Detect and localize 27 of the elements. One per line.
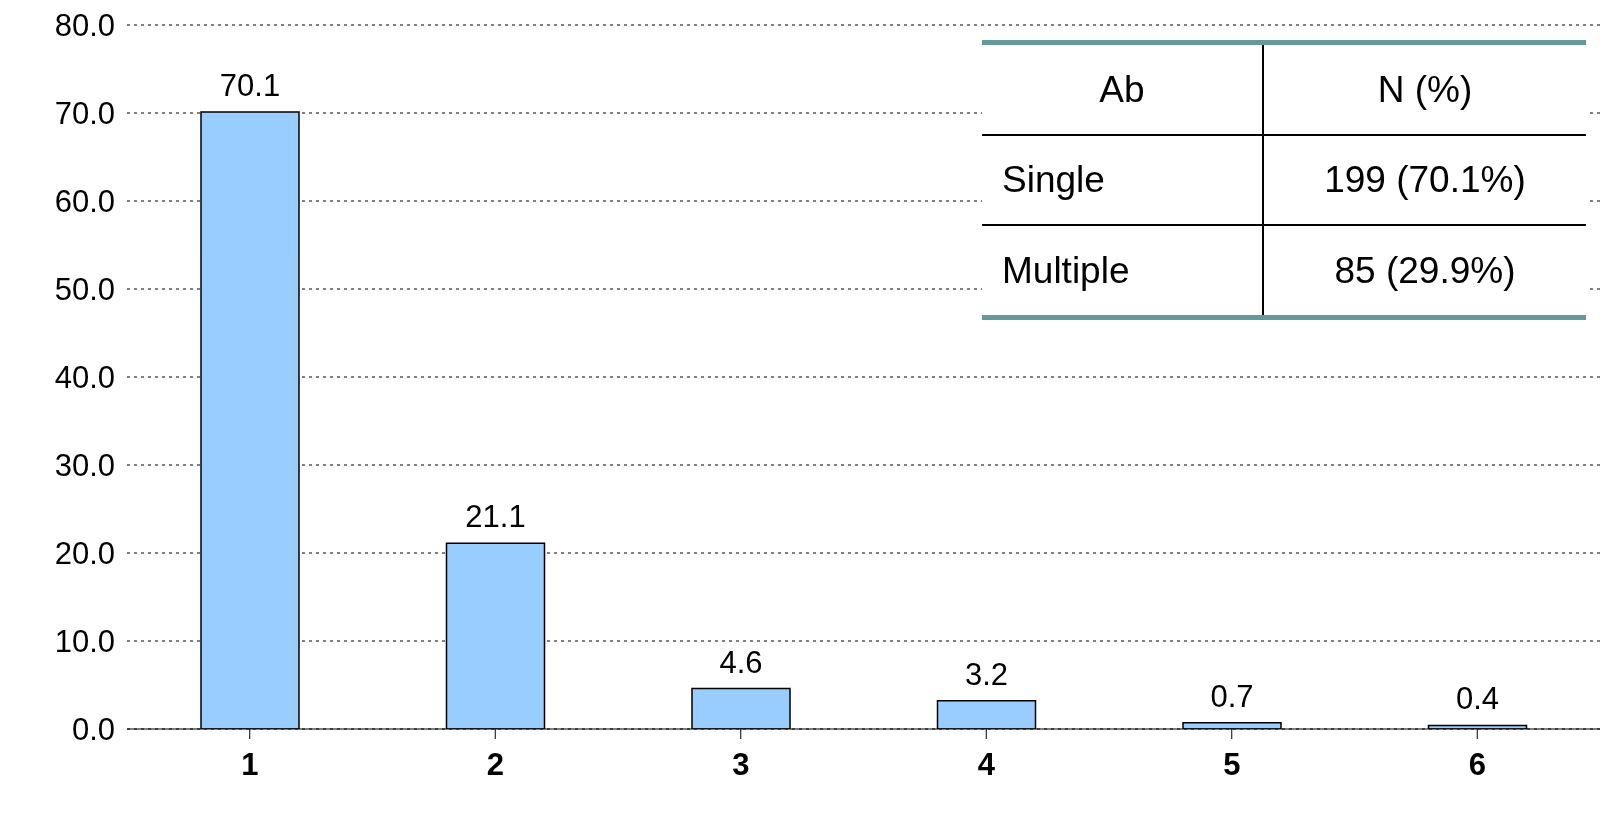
data-label: 21.1: [465, 499, 526, 535]
x-tick-label: 4: [977, 747, 996, 783]
y-tick-label: 60.0: [54, 184, 115, 220]
data-label: 0.7: [1210, 678, 1254, 714]
x-tick-label: 1: [241, 747, 259, 783]
y-tick-label: 40.0: [54, 360, 115, 396]
annotation: 85 (29.9%): [1333, 248, 1517, 293]
annotation: Multiple: [982, 225, 1263, 315]
y-tick-label: 0.0: [71, 712, 115, 748]
x-tick-label: 6: [1468, 747, 1486, 783]
y-tick-label: 30.0: [54, 448, 115, 484]
data-label: 0.4: [1455, 681, 1500, 717]
y-tick-label: 10.0: [54, 624, 115, 660]
data-label: 3.2: [964, 656, 1009, 692]
annotation: 199 (70.1%): [1323, 158, 1527, 202]
annotation: N (%): [1376, 67, 1474, 112]
annotation: Ab: [982, 45, 1263, 135]
x-tick-label: 3: [732, 747, 750, 783]
data-label: 4.6: [719, 644, 763, 680]
y-tick-label: 20.0: [54, 536, 115, 572]
x-tick-label: 5: [1223, 747, 1241, 783]
x-tick-label: 2: [486, 747, 504, 783]
y-tick-label: 70.0: [54, 96, 115, 132]
y-tick-label: 80.0: [54, 8, 115, 44]
y-tick-label: 50.0: [54, 272, 115, 308]
annotation: Single: [982, 135, 1263, 225]
data-label: 70.1: [219, 68, 281, 104]
